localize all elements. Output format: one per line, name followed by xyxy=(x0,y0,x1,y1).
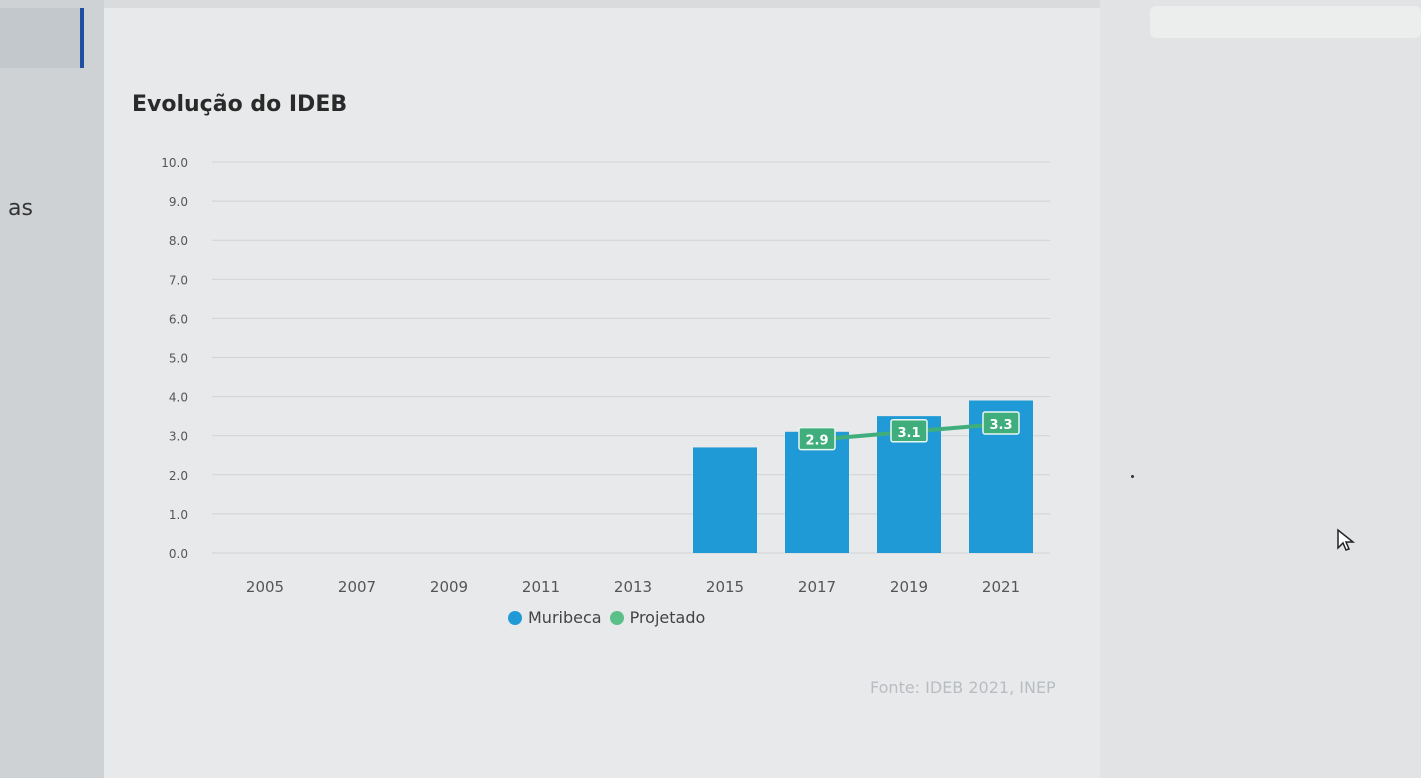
projection-label-box xyxy=(798,426,836,451)
mouse-cursor-icon xyxy=(1337,528,1356,551)
ideb-chart: 0.0 1.0 2.0 3.0 4.0 5.0 6.0 7.0 8.0 9.0 10.0 2005 20… xyxy=(161,156,1050,596)
x-tick-label: 2017 xyxy=(798,578,836,596)
x-tick-label: 2005 xyxy=(246,578,284,596)
legend-swatch-projetado xyxy=(609,610,624,625)
sidebar-item-label[interactable]: as xyxy=(8,196,33,221)
chart-legend: Muribeca Projetado xyxy=(508,608,705,627)
y-tick-label: 2.0 xyxy=(169,469,188,483)
x-tick-label: 2019 xyxy=(890,578,928,596)
screen-speck xyxy=(1131,475,1134,478)
y-tick-label: 5.0 xyxy=(169,352,188,366)
chart-title: Evolução do IDEB xyxy=(132,92,348,117)
x-tick-label: 2015 xyxy=(706,578,744,596)
legend-item-muribeca[interactable]: Muribeca xyxy=(508,608,602,627)
bar-muribeca xyxy=(785,431,849,553)
projection-label-box xyxy=(890,419,928,443)
y-tick-label: 8.0 xyxy=(169,234,188,248)
projection-data-label: 3.3 xyxy=(989,418,1012,433)
bar-muribeca xyxy=(693,447,757,553)
right-panel xyxy=(1100,0,1421,778)
projection-label-box xyxy=(982,411,1020,435)
y-tick-label: 10.0 xyxy=(161,156,188,170)
x-tick-label: 2013 xyxy=(614,578,652,596)
x-tick-label: 2007 xyxy=(338,578,376,596)
source-note: Fonte: IDEB 2021, INEP xyxy=(870,678,1056,697)
sidebar: as xyxy=(0,0,104,778)
legend-label-projetado: Projetado xyxy=(629,608,706,627)
projection-data-label: 2.9 xyxy=(805,434,828,449)
projection-data-label: 3.1 xyxy=(897,426,920,441)
legend-swatch-muribeca xyxy=(508,610,522,625)
sidebar-selected-item[interactable] xyxy=(0,8,84,68)
y-tick-label: 9.0 xyxy=(169,195,188,209)
x-tick-label: 2009 xyxy=(430,578,468,596)
legend-item-projetado[interactable]: Projetado xyxy=(609,608,706,627)
y-tick-label: 3.0 xyxy=(169,430,188,444)
chart-card xyxy=(104,8,1100,778)
x-tick-label: 2011 xyxy=(522,578,560,596)
y-tick-label: 6.0 xyxy=(169,312,188,326)
y-tick-label: 1.0 xyxy=(169,508,188,522)
right-card xyxy=(1150,6,1421,38)
x-tick-label: 2021 xyxy=(982,578,1020,596)
y-tick-label: 7.0 xyxy=(169,273,188,287)
y-tick-label: 4.0 xyxy=(169,391,188,405)
legend-label-muribeca: Muribeca xyxy=(528,608,602,627)
y-tick-label: 0.0 xyxy=(169,547,188,561)
